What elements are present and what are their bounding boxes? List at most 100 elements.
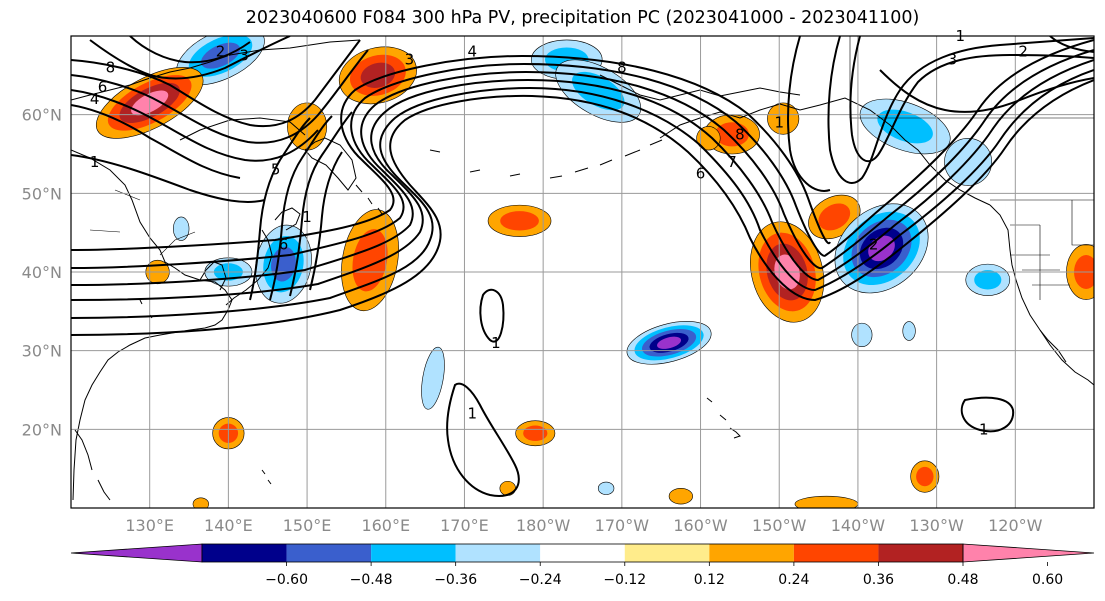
colorbar-tick-label: −0.12 — [603, 572, 646, 588]
colorbar-segment — [202, 544, 287, 562]
coastlines — [71, 39, 1094, 501]
lat-tick-label: 30°N — [22, 342, 62, 361]
precip-shade-neg — [902, 321, 916, 341]
coastline-north-america — [989, 204, 1094, 386]
contour-label: 3 — [948, 51, 958, 69]
pv-contour — [71, 104, 241, 179]
precip-shade-neg — [173, 216, 190, 241]
precip-shade-neg — [974, 270, 1002, 290]
contour-label: 4 — [468, 43, 478, 61]
colorbar: −0.60 −0.48 −0.36 −0.24 −0.12 0.12 0.24 0.36 0.4… — [70, 543, 1095, 588]
lon-tick-label: 160°W — [673, 516, 728, 535]
coastline-kamchatka — [304, 137, 357, 191]
pv-contour — [787, 36, 831, 192]
contour-label: 2 — [1018, 43, 1028, 61]
coastline-japan — [225, 207, 301, 306]
contour-label: 8 — [106, 58, 116, 76]
coastline-siberia — [71, 39, 361, 101]
contour-label: 1 — [774, 114, 784, 132]
contour-label: 2 — [869, 235, 879, 253]
pv-contour — [71, 79, 1094, 336]
contour-label: 1 — [90, 153, 100, 171]
pv-contour — [71, 49, 1094, 286]
pv-contour — [479, 288, 505, 343]
precip-shade-neg — [657, 336, 682, 349]
contour-label: 1 — [302, 208, 312, 226]
precip-shade-pos — [794, 495, 859, 508]
contour-label: 8 — [735, 125, 745, 143]
pv-contour — [879, 69, 1094, 113]
precip-shade-neg — [851, 322, 873, 348]
coastline-alaska — [659, 97, 991, 206]
contour-label: 4 — [90, 90, 100, 108]
coastline-aleutians — [429, 139, 663, 179]
contour-label: 5 — [271, 161, 281, 179]
precip-shade-neg — [421, 346, 445, 410]
lat-tick-label: 50°N — [22, 184, 62, 203]
coastline-alaska-north — [599, 74, 801, 101]
contour-label: 8 — [617, 58, 627, 76]
border-asia — [89, 189, 196, 256]
precip-shade-neg — [597, 481, 615, 495]
coastline-kurils — [355, 184, 383, 215]
pv-contour — [71, 154, 266, 203]
colorbar-tick-label: −0.48 — [350, 572, 393, 588]
lon-tick-label: 170°E — [440, 516, 489, 535]
contour-label: 6 — [98, 78, 108, 96]
precip-shade-pos — [523, 425, 548, 442]
longitude-labels: 130°E 140°E 150°E 160°E 170°E 180°W 170°W 160°W… — [125, 516, 1042, 535]
precip-shade-neg — [572, 71, 625, 111]
colorbar-tick-label: 0.36 — [863, 572, 894, 588]
contour-label: 7 — [727, 153, 737, 171]
lon-tick-label: 170°W — [595, 516, 650, 535]
border-us-states — [1010, 224, 1070, 300]
precip-shade-pos — [192, 497, 210, 508]
lat-tick-label: 40°N — [22, 263, 62, 282]
colorbar-tick-label: 0.48 — [947, 572, 978, 588]
pv-contour — [269, 115, 333, 301]
coastline-okhotsk — [179, 117, 306, 141]
pv-contour — [71, 49, 369, 144]
lon-tick-label: 130°E — [125, 516, 174, 535]
lon-tick-label: 130°W — [909, 516, 964, 535]
lat-tick-label: 20°N — [22, 420, 62, 439]
colorbar-segment — [286, 544, 372, 562]
pv-contour — [249, 117, 311, 301]
colorbar-segment — [709, 544, 794, 562]
pv-contours — [71, 36, 1094, 497]
contour-label: 3 — [239, 47, 249, 65]
precip-shade-pos — [767, 102, 800, 135]
precip-shade-pos — [818, 203, 851, 231]
colorbar-segment — [793, 544, 879, 562]
precip-shade-pos — [696, 126, 721, 151]
colorbar-tick-label: −0.60 — [265, 572, 308, 588]
colorbar-segment — [455, 544, 541, 562]
colorbar-frame — [201, 543, 964, 563]
coastline-baja — [1039, 329, 1067, 363]
precip-shade-pos — [916, 466, 934, 487]
gridlines — [71, 36, 1094, 508]
contour-label: 1 — [979, 420, 989, 438]
colorbar-tick-label: −0.36 — [434, 572, 477, 588]
pv-contour — [1049, 36, 1094, 53]
pv-contour — [71, 39, 361, 128]
pv-contour — [71, 54, 831, 251]
latitude-labels: 60°N 50°N 40°N 30°N 20°N — [22, 106, 62, 440]
pv-contour — [289, 111, 353, 297]
plot-frame — [70, 35, 1095, 509]
colorbar-tick-label: 0.24 — [778, 572, 809, 588]
coastline-philippines — [74, 429, 111, 501]
lon-tick-label: 180°W — [516, 516, 571, 535]
colorbar-segment — [540, 544, 625, 562]
contour-label: 6 — [279, 235, 289, 253]
pv-contour — [827, 36, 1094, 184]
pv-contour — [71, 69, 1094, 319]
coastline-east-asia — [71, 149, 233, 501]
pv-contour — [849, 36, 1094, 162]
colorbar-segment — [371, 544, 456, 562]
precip-shade-pos — [715, 122, 749, 147]
lon-tick-label: 150°W — [752, 516, 807, 535]
colorbar-segment — [878, 544, 963, 562]
precipitation-shading — [95, 36, 1094, 508]
